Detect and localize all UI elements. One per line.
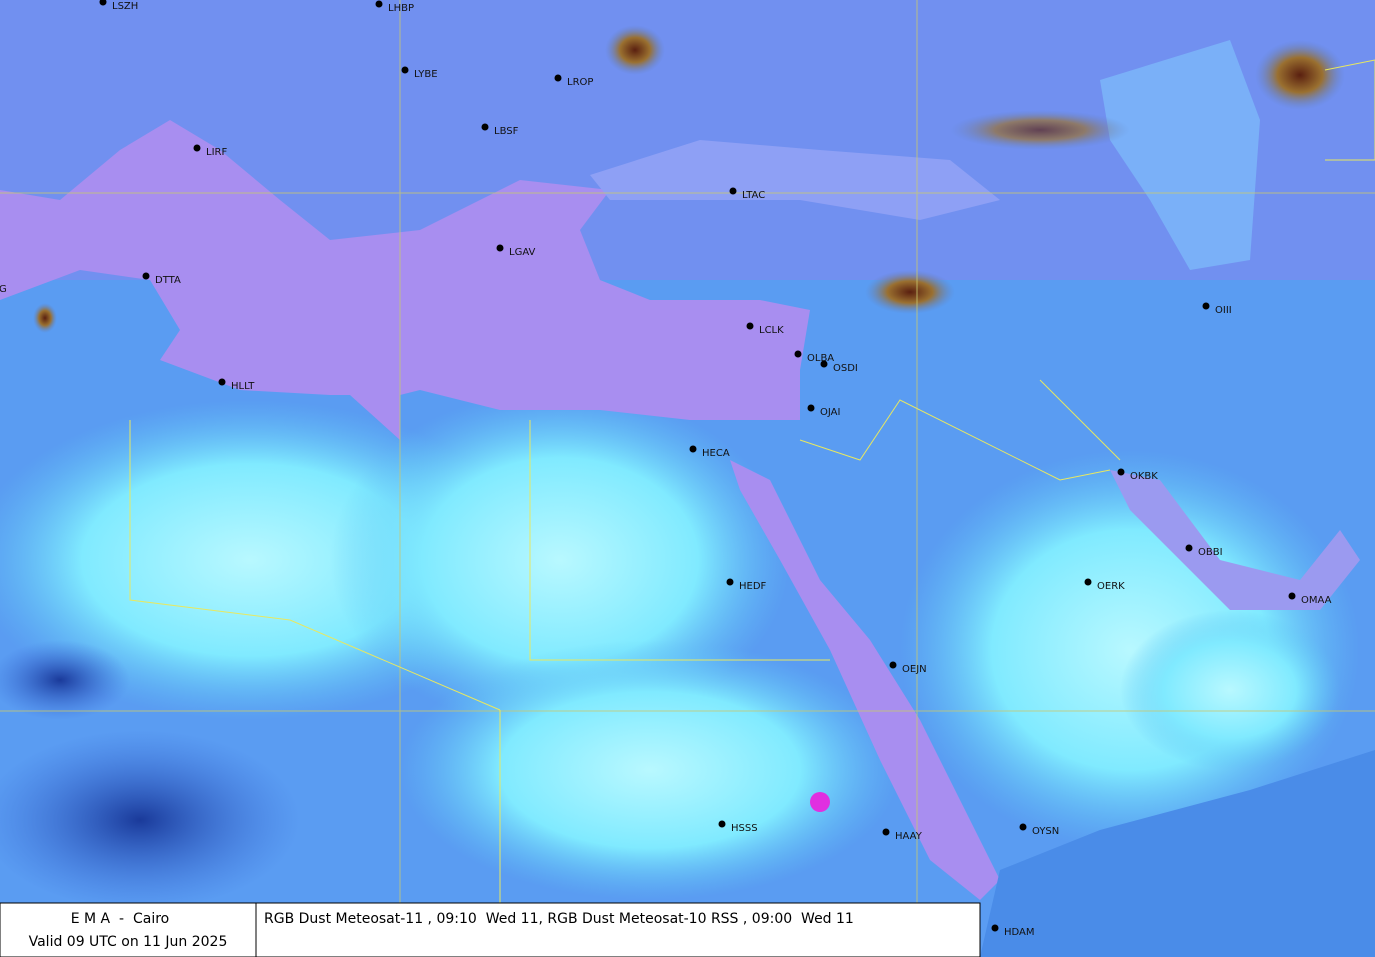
border	[289, 619, 501, 711]
cloud	[33, 303, 57, 333]
gulf-sidra	[350, 395, 400, 440]
station-dot	[882, 828, 890, 836]
sudan	[400, 640, 900, 900]
station-label: HEDF	[739, 581, 767, 592]
cloud	[950, 110, 1130, 150]
station-dot	[193, 144, 201, 152]
mediterranean	[0, 120, 810, 420]
station-label: OERK	[1097, 581, 1125, 592]
station-label: LHBP	[388, 3, 414, 14]
station-label: LCLK	[759, 325, 784, 336]
station-label: OSDI	[833, 363, 858, 374]
product: RGB Dust Meteosat-11 , 09:10 Wed 11, RGB…	[264, 911, 854, 927]
station-label: HLLT	[231, 381, 255, 392]
station-dot	[218, 378, 226, 386]
cloud	[865, 270, 955, 314]
station-label: DTTA	[155, 275, 181, 286]
cloud	[1255, 40, 1345, 110]
station-label: OYSN	[1032, 826, 1059, 837]
station-dot	[375, 0, 383, 8]
caspian-sea	[1100, 40, 1260, 270]
sahel-dark	[0, 730, 300, 910]
agency: E M A - Cairo	[71, 911, 170, 927]
station-label: LTAC	[742, 190, 765, 201]
station-dot	[1084, 578, 1092, 586]
border	[799, 399, 1111, 481]
black-sea	[590, 140, 1000, 220]
border	[1039, 379, 1121, 461]
station-dot	[726, 578, 734, 586]
red-sea	[730, 460, 1000, 900]
station-dot	[689, 445, 697, 453]
station-label: G	[0, 284, 7, 295]
station-label: OMAA	[1301, 595, 1332, 606]
dark-patch	[0, 640, 130, 720]
station-label: LYBE	[414, 69, 438, 80]
station-dot	[718, 820, 726, 828]
station-label: LROP	[567, 77, 593, 88]
station-dot	[889, 661, 897, 669]
station-dot	[1202, 302, 1210, 310]
station-label: HECA	[702, 448, 730, 459]
station-dot	[807, 404, 815, 412]
station-dot	[142, 272, 150, 280]
rub-al-khali	[1120, 610, 1340, 770]
station-label: OJAI	[820, 407, 840, 418]
station-dot	[481, 123, 489, 131]
border	[529, 420, 830, 661]
station-label: LBSF	[494, 126, 519, 137]
station-label: LGAV	[509, 247, 536, 258]
station-label: OBBI	[1198, 547, 1223, 558]
persian-gulf	[1110, 470, 1360, 610]
station-dot	[496, 244, 504, 252]
valid-time: Valid 09 UTC on 11 Jun 2025	[29, 934, 228, 950]
station-label: HSSS	[731, 823, 758, 834]
border	[129, 420, 291, 621]
station-dot	[794, 350, 802, 358]
station-dot	[1185, 544, 1193, 552]
magenta-spot	[810, 792, 830, 812]
station-dot	[1288, 592, 1296, 600]
station-dot	[1117, 468, 1125, 476]
station-label: OIII	[1215, 305, 1232, 316]
station-dot	[99, 0, 107, 6]
station-label: OEJN	[902, 664, 927, 675]
station-dot	[401, 66, 409, 74]
station-dot	[991, 924, 999, 932]
station-label: HDAM	[1004, 927, 1035, 938]
station-dot	[1019, 823, 1027, 831]
border	[1324, 59, 1375, 161]
arabian-sea	[980, 750, 1375, 957]
footer-left	[0, 902, 257, 957]
station-label: LIRF	[206, 147, 227, 158]
station-label: OKBK	[1130, 471, 1158, 482]
station-dot	[746, 322, 754, 330]
station-label: LSZH	[112, 1, 138, 12]
station-label: HAAY	[895, 831, 923, 842]
footer-right	[255, 902, 981, 957]
station-dot	[554, 74, 562, 82]
cloud	[605, 25, 665, 75]
station-dot	[820, 360, 828, 368]
station-dot	[729, 187, 737, 195]
station-label: OLBA	[807, 353, 834, 364]
